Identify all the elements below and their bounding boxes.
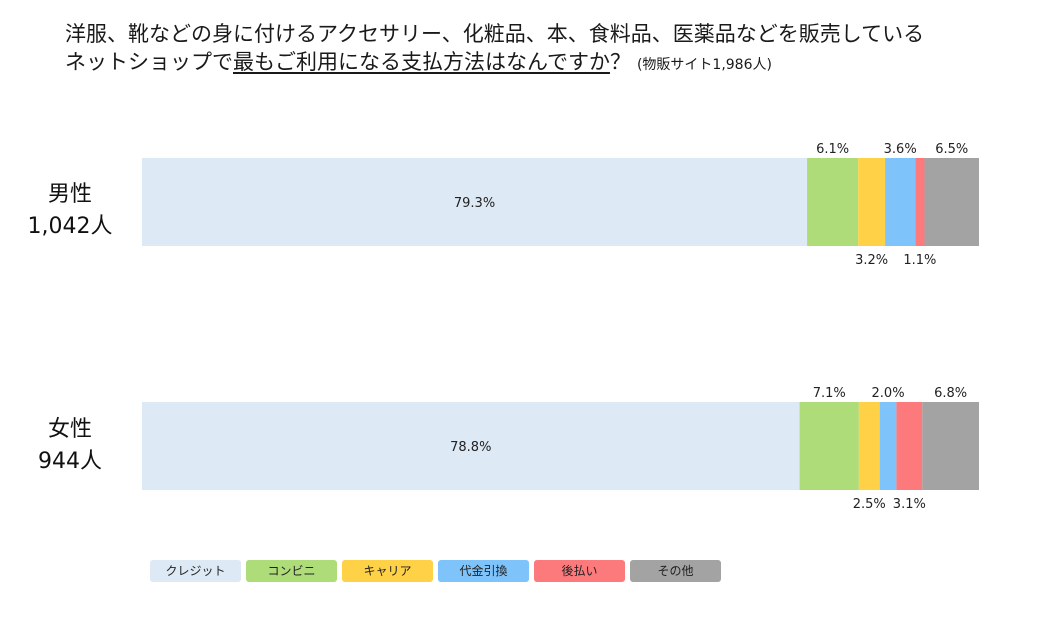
title-suffix: ？ (609, 50, 631, 74)
row-count: 1,042人 (27, 214, 113, 239)
row-name: 女性 (47, 417, 92, 442)
legend: クレジット コンビニ キャリア 代金引換 後払い その他 (150, 560, 721, 582)
data-label-cod-male: 3.6% (884, 142, 917, 157)
legend-item-credit: クレジット (150, 560, 241, 582)
bar-deferred-male (915, 158, 925, 246)
title-note: (物販サイト1,986人) (636, 57, 772, 73)
chart-title: 洋服、靴などの身に付けるアクセサリー、化粧品、本、食料品、医薬品などを販売してい… (65, 20, 1025, 79)
row-label-female: 女性 944人 (0, 414, 140, 478)
bar-convenience-male (807, 158, 859, 246)
bar-deferred-female (896, 402, 923, 490)
bar-other-male (924, 158, 979, 246)
data-label-credit-female: 78.8% (450, 440, 491, 455)
data-label-carrier-female: 2.5% (853, 497, 886, 512)
bar-convenience-female (799, 402, 859, 490)
data-label-carrier-male: 3.2% (855, 253, 888, 268)
data-label-other-male: 6.5% (935, 142, 968, 157)
bar-other-female (922, 402, 979, 490)
bar-cod-female (879, 402, 897, 490)
data-label-other-female: 6.8% (934, 386, 967, 401)
bar-cod-male (885, 158, 916, 246)
data-label-credit-male: 79.3% (454, 196, 495, 211)
data-label-convenience-female: 7.1% (813, 386, 846, 401)
row-name: 男性 (47, 182, 92, 207)
row-label-male: 男性 1,042人 (0, 179, 140, 243)
bar-carrier-male (858, 158, 886, 246)
legend-item-cod: 代金引換 (438, 560, 529, 582)
title-question: 最もご利用になる支払方法はなんですか (233, 50, 610, 74)
data-label-convenience-male: 6.1% (816, 142, 849, 157)
legend-item-carrier: キャリア (342, 560, 433, 582)
data-label-deferred-male: 1.1% (903, 253, 936, 268)
bar-credit-male (142, 158, 808, 246)
bar-carrier-female (858, 402, 880, 490)
data-label-cod-female: 2.0% (872, 386, 905, 401)
legend-item-convenience: コンビニ (246, 560, 337, 582)
bar-credit-female (142, 402, 800, 490)
data-label-deferred-female: 3.1% (893, 497, 926, 512)
row-count: 944人 (38, 449, 102, 474)
title-prefix: ネットショップで (65, 50, 233, 74)
legend-item-deferred: 後払い (534, 560, 625, 582)
title-line-2: ネットショップで最もご利用になる支払方法はなんですか？ (物販サイト1,986人) (65, 48, 1025, 79)
title-line-1: 洋服、靴などの身に付けるアクセサリー、化粧品、本、食料品、医薬品などを販売してい… (65, 22, 925, 46)
legend-item-other: その他 (630, 560, 721, 582)
